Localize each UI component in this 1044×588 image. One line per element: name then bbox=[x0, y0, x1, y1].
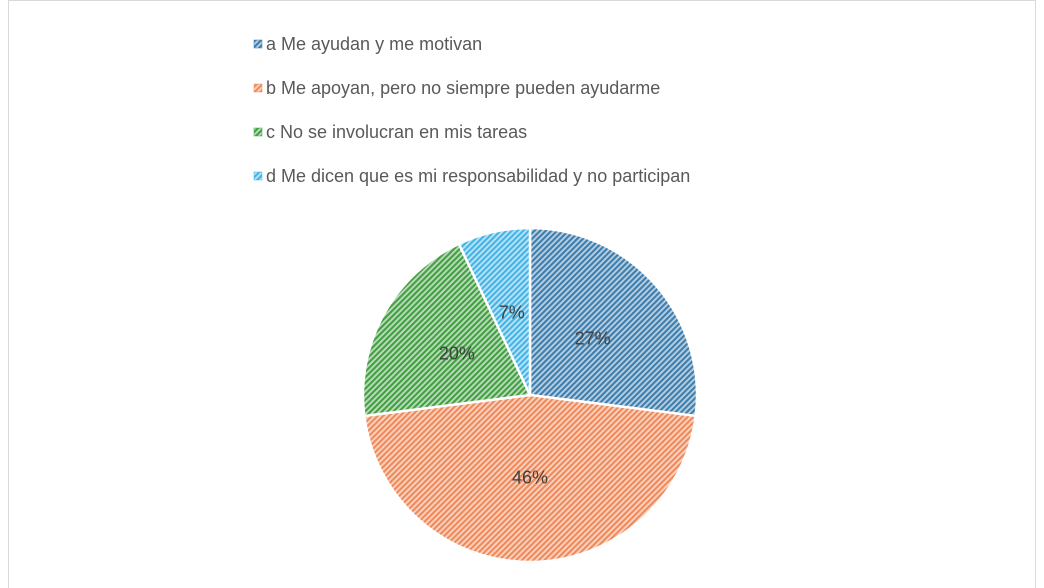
legend-swatch bbox=[253, 83, 263, 93]
data-label: 7% bbox=[499, 302, 525, 322]
legend-swatch bbox=[253, 127, 263, 137]
pie-slice bbox=[361, 242, 532, 418]
legend-label: b Me apoyan, pero no siempre pueden ayud… bbox=[266, 78, 660, 98]
legend-label: d Me dicen que es mi responsabilidad y n… bbox=[266, 166, 690, 186]
legend-label: a Me ayudan y me motivan bbox=[266, 34, 482, 54]
pie-slice bbox=[457, 226, 532, 397]
legend-label: c No se involucran en mis tareas bbox=[266, 122, 527, 142]
data-label: 20% bbox=[439, 344, 475, 364]
data-label: 27% bbox=[575, 329, 611, 349]
legend-swatch bbox=[253, 39, 263, 49]
pie-slice bbox=[363, 393, 697, 564]
legend-swatch bbox=[253, 171, 263, 181]
data-label: 46% bbox=[512, 467, 548, 487]
pie-slice bbox=[528, 226, 699, 418]
